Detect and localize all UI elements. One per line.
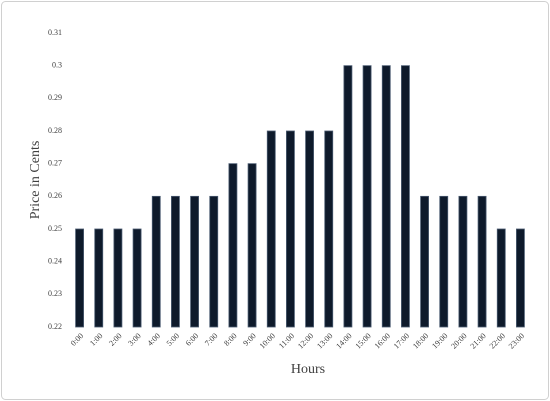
bar — [286, 130, 295, 328]
y-tick-label: 0.29 — [48, 93, 62, 102]
bar — [477, 195, 487, 328]
bar — [151, 195, 161, 328]
y-tick-label: 0.26 — [48, 191, 62, 200]
x-axis-title: Hours — [291, 362, 325, 377]
y-tick-label: 0.22 — [48, 322, 62, 331]
y-axis-title: Price in Cents — [28, 141, 43, 220]
bar — [439, 195, 449, 328]
bar — [247, 163, 257, 328]
bar — [420, 195, 429, 328]
y-tick-label: 0.28 — [48, 126, 62, 135]
bar — [171, 195, 180, 328]
y-tick-label: 0.24 — [48, 256, 62, 265]
bar — [305, 130, 314, 328]
bar — [324, 130, 334, 328]
bar — [190, 195, 199, 328]
bar — [75, 228, 84, 328]
bar — [516, 228, 525, 328]
y-tick-label: 0.25 — [48, 224, 62, 233]
bar — [209, 195, 219, 328]
y-tick-label: 0.27 — [48, 158, 62, 167]
bar — [401, 65, 410, 328]
bar — [458, 195, 468, 328]
y-tick-label: 0.23 — [48, 289, 62, 298]
bar — [266, 130, 276, 328]
bar — [362, 65, 372, 328]
bar — [228, 163, 238, 328]
bar — [343, 65, 353, 328]
y-tick-label: 0.3 — [52, 60, 62, 69]
y-tick-label: 0.31 — [48, 28, 62, 37]
bar — [132, 228, 142, 328]
bar — [381, 65, 391, 328]
bar — [496, 228, 506, 328]
bar — [113, 228, 123, 328]
bar — [94, 228, 104, 328]
